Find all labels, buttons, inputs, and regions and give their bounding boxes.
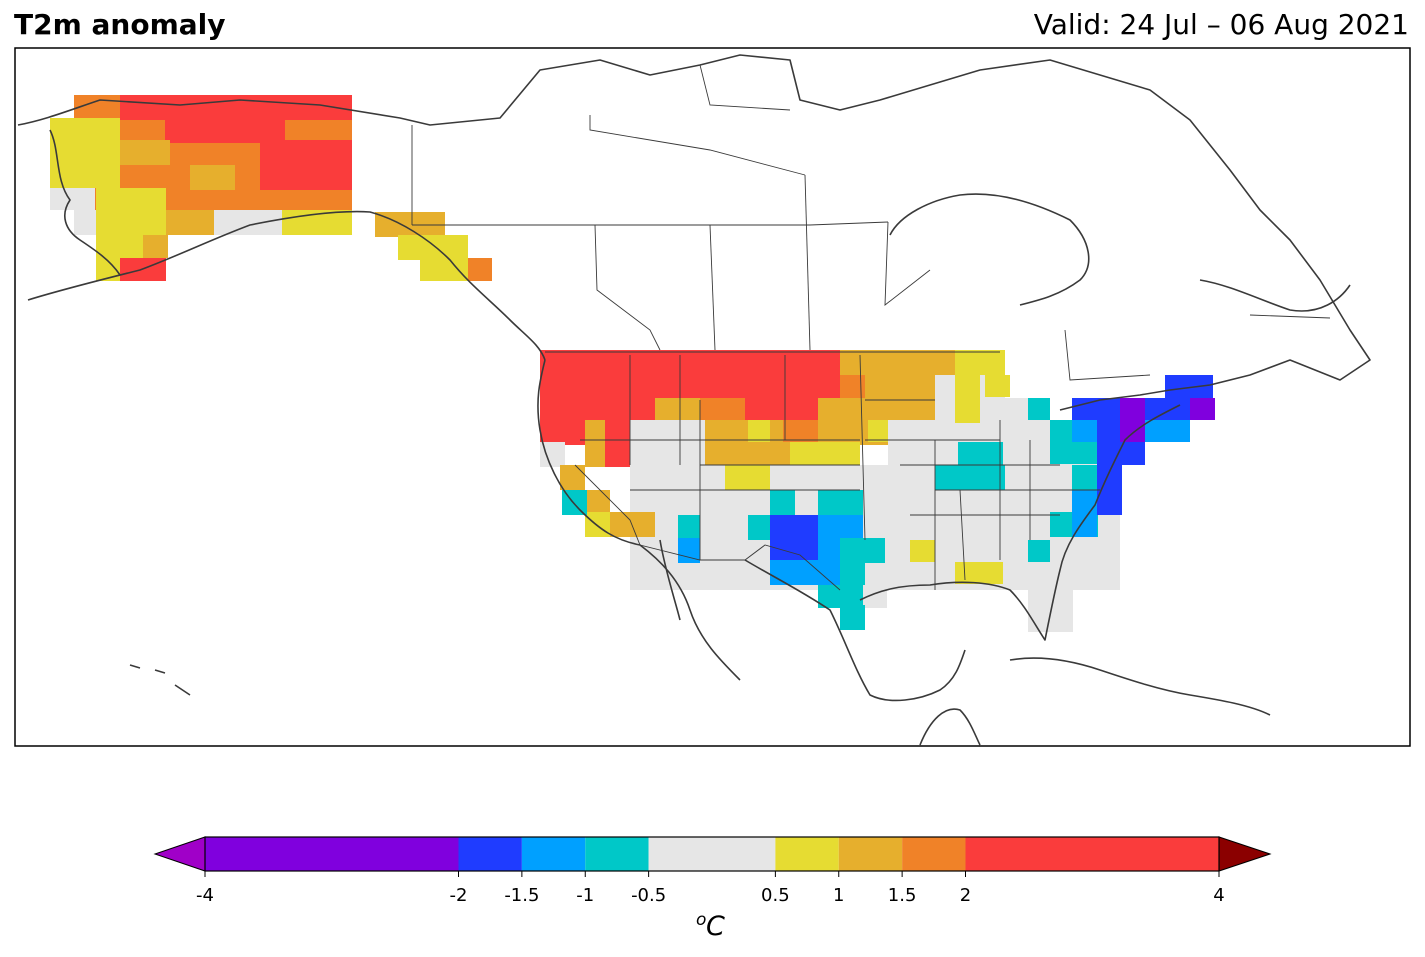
colorbar-segment [205, 837, 459, 871]
borders [411, 64, 1331, 591]
colorbar-extend-high [1218, 836, 1272, 872]
colorbar-tick-label: -2 [450, 885, 468, 906]
colorbar-tick-label: -4 [196, 885, 214, 906]
colorbar-segment [838, 837, 903, 871]
map-area [17, 54, 1371, 746]
colorbar-tick-label: -1.5 [504, 885, 539, 906]
colorbar-segment [902, 837, 966, 871]
colorbar-segment [458, 837, 522, 871]
map-title: T2m anomaly [14, 8, 226, 41]
colorbar-tick-label: -0.5 [631, 885, 666, 906]
colorbar-tick-label: 1 [833, 885, 844, 906]
colorbar-segment [585, 837, 649, 871]
colorbar-tick-label: -1 [576, 885, 594, 906]
colorbar-segment [775, 837, 839, 871]
colorbar-segment [648, 837, 776, 871]
valid-period: Valid: 24 Jul – 06 Aug 2021 [1033, 8, 1409, 41]
anomaly-cells [50, 95, 1215, 632]
colorbar-tick-label: 4 [1213, 885, 1224, 906]
colorbar-tick-label: 1.5 [888, 885, 917, 906]
map-frame [14, 47, 1411, 747]
colorbar-unit-superscript: o [696, 910, 706, 930]
colorbar: -4 -2 -1.5 -1 -0.5 0.5 1 1.5 2 4 [153, 836, 1272, 906]
colorbar-extend-low [153, 836, 206, 872]
colorbar-segment [521, 837, 586, 871]
colorbar-tick-label: 0.5 [761, 885, 790, 906]
colorbar-tick-label: 2 [960, 885, 971, 906]
colorbar-outline [204, 836, 1220, 872]
colorbar-segment [965, 837, 1219, 871]
coastlines [17, 54, 1371, 746]
colorbar-unit: C [706, 911, 725, 942]
